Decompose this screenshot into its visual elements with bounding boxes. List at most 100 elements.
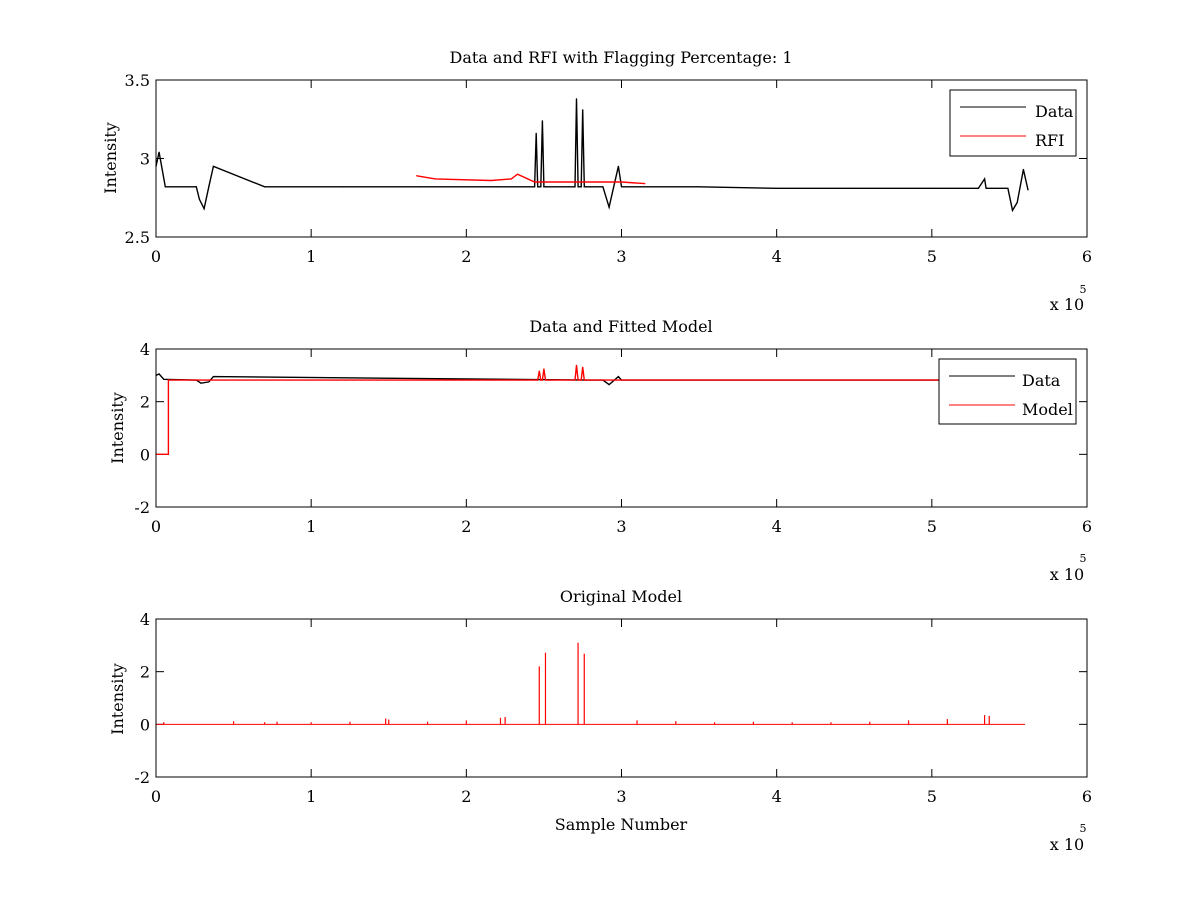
x-tick-label: 1 bbox=[306, 517, 316, 536]
series-data-point bbox=[931, 187, 933, 189]
series-data-point bbox=[161, 168, 163, 171]
series-data-point bbox=[577, 186, 579, 188]
series-model-point bbox=[582, 366, 584, 368]
series-data-point bbox=[541, 120, 543, 122]
series-data-point bbox=[579, 186, 581, 188]
axes-box bbox=[155, 348, 1088, 508]
series-model-point bbox=[583, 379, 585, 381]
y-tick-label: 0 bbox=[140, 715, 150, 734]
series-data-point bbox=[776, 187, 778, 189]
series-data-point bbox=[983, 178, 986, 180]
series-data-point bbox=[200, 382, 202, 384]
x-exponent-power: 5 bbox=[1080, 822, 1087, 835]
series-data-point bbox=[575, 98, 578, 100]
legend-box bbox=[938, 358, 1077, 425]
series-data-point bbox=[620, 186, 623, 188]
series-data-point bbox=[853, 187, 855, 189]
series-data-point bbox=[543, 186, 545, 188]
legend-label-data: Data bbox=[1035, 102, 1074, 121]
series-data-point bbox=[574, 186, 576, 188]
series-data-point bbox=[198, 198, 201, 200]
series-rfi-point bbox=[644, 183, 646, 185]
series-data-point bbox=[158, 373, 160, 375]
series-data-point bbox=[419, 186, 421, 188]
series-data-point bbox=[535, 132, 537, 134]
series-rfi-point bbox=[490, 179, 492, 182]
series-model-point bbox=[169, 379, 171, 381]
series-data-point bbox=[585, 186, 587, 188]
series-data-point bbox=[608, 206, 610, 208]
series-model-point bbox=[579, 379, 581, 381]
series-rfi-point bbox=[516, 173, 519, 175]
series-data-point bbox=[1022, 168, 1024, 171]
series-data-point bbox=[1016, 201, 1018, 204]
y-tick-label: 0 bbox=[140, 445, 150, 464]
series-model-point bbox=[575, 364, 578, 366]
series-model-point bbox=[577, 379, 579, 381]
series-data-point bbox=[208, 381, 210, 383]
chart-title: Data and Fitted Model bbox=[529, 317, 712, 336]
panel-data-and-fitted-model: Data and Fitted Model Intensity 0 1 2 3 4 5 6 -… bbox=[108, 317, 1092, 584]
series-model-point bbox=[580, 379, 582, 381]
series-model-point bbox=[546, 379, 548, 381]
series-data-point bbox=[208, 186, 210, 188]
x-tick-label: 6 bbox=[1082, 517, 1092, 536]
series-data-point bbox=[977, 187, 979, 189]
x-tick-label: 2 bbox=[461, 517, 471, 536]
series-rfi-point bbox=[534, 181, 536, 183]
y-tick-label: -2 bbox=[134, 768, 150, 787]
x-tick-label: 2 bbox=[461, 247, 471, 266]
legend-label-rfi: RFI bbox=[1035, 131, 1064, 150]
series-data-point bbox=[589, 186, 592, 188]
series-rfi-point bbox=[620, 181, 623, 183]
x-tick-label: 3 bbox=[616, 247, 626, 266]
legend: Data Model bbox=[938, 358, 1077, 425]
series-data-point bbox=[537, 186, 539, 188]
series-data-point bbox=[496, 186, 498, 188]
series-rfi-line bbox=[416, 173, 645, 185]
series-data-point bbox=[264, 186, 266, 188]
x-tick-label: 5 bbox=[927, 517, 937, 536]
series-rfi-point bbox=[434, 178, 436, 180]
series-data-point bbox=[212, 165, 215, 167]
x-tick-label: 3 bbox=[616, 787, 626, 806]
series-data-point bbox=[341, 186, 343, 188]
x-tick-label: 3 bbox=[616, 517, 626, 536]
x-tick-label: 6 bbox=[1082, 787, 1092, 806]
y-axis-label: Intensity bbox=[108, 392, 127, 464]
x-exponent-power: 5 bbox=[1080, 283, 1087, 296]
series-data-point bbox=[538, 186, 540, 188]
x-tick-label: 0 bbox=[151, 247, 161, 266]
x-tick-label: 4 bbox=[772, 517, 782, 536]
y-tick-label: 2.5 bbox=[125, 228, 150, 247]
x-tick-label: 2 bbox=[461, 787, 471, 806]
chart-title: Data and RFI with Flagging Percentage: 1 bbox=[449, 48, 792, 67]
series-model-point bbox=[543, 368, 545, 370]
series-data-point bbox=[203, 208, 205, 210]
legend-label-model: Model bbox=[1022, 400, 1073, 419]
x-tick-label: 5 bbox=[927, 787, 937, 806]
series-data-point bbox=[1027, 189, 1029, 191]
y-axis-label: Intensity bbox=[108, 663, 127, 735]
x-exponent-label: x 10 bbox=[1050, 565, 1084, 584]
series-data-point bbox=[544, 186, 547, 188]
series-data-point bbox=[613, 186, 615, 188]
series-data-point bbox=[617, 376, 619, 378]
series-data-point bbox=[698, 186, 700, 188]
series-rfi-point bbox=[510, 178, 512, 180]
panel-data-and-rfi: Data and RFI with Flagging Percentage: 1… bbox=[101, 48, 1092, 314]
series-model-line bbox=[156, 365, 1025, 455]
series-model-point bbox=[541, 379, 543, 381]
series-model-point bbox=[574, 379, 576, 381]
series-data-point bbox=[212, 376, 215, 378]
series-data-point bbox=[1011, 209, 1014, 211]
y-axis-label: Intensity bbox=[101, 122, 120, 194]
series-model-point bbox=[585, 379, 587, 381]
series-data-point bbox=[164, 186, 166, 188]
y-tick-label: 4 bbox=[140, 610, 150, 629]
x-tick-label: 4 bbox=[772, 787, 782, 806]
series-data-line bbox=[155, 373, 1025, 386]
series-data-point bbox=[540, 186, 542, 188]
